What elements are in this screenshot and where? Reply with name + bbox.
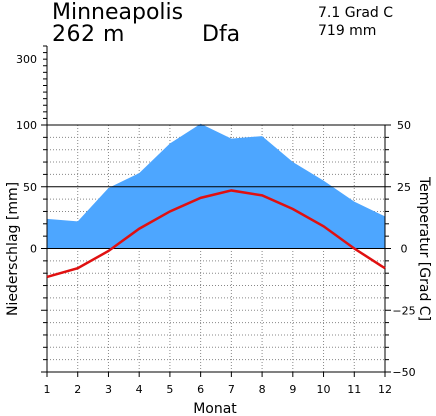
station-name: Minneapolis — [52, 0, 184, 25]
x-tick-label: 9 — [289, 383, 296, 396]
climate-classification: Dfa — [202, 22, 241, 47]
precipitation-area — [47, 123, 385, 249]
annual-precipitation: 719 mm — [318, 23, 377, 39]
x-tick-label: 2 — [74, 383, 81, 396]
right-tick-label: −50 — [392, 366, 415, 379]
left-tick-label: 50 — [23, 181, 37, 194]
left-tick-label: 0 — [30, 243, 37, 256]
x-tick-label: 7 — [228, 383, 235, 396]
right-axis-label: Temperatur [Grad C] — [416, 176, 432, 321]
x-tick-label: 4 — [136, 383, 143, 396]
right-tick-label: 25 — [397, 181, 411, 194]
annual-mean-temperature: 7.1 Grad C — [318, 5, 394, 21]
x-tick-label: 6 — [197, 383, 204, 396]
x-tick-label: 11 — [347, 383, 361, 396]
temperature-line — [46, 189, 386, 279]
right-tick-label: 0 — [401, 243, 408, 256]
axes — [41, 45, 391, 377]
x-tick-label: 3 — [105, 383, 112, 396]
left-axis-label: Niederschlag [mm] — [5, 182, 21, 316]
station-elevation: 262 m — [52, 22, 125, 47]
left-tick-label: 100 — [16, 119, 37, 132]
x-axis-label: Monat — [193, 401, 237, 416]
x-tick-label: 8 — [259, 383, 266, 396]
x-tick-label: 5 — [166, 383, 173, 396]
x-tick-label: 10 — [317, 383, 331, 396]
x-tick-label: 12 — [378, 383, 392, 396]
left-tick-label: 300 — [16, 53, 37, 66]
right-tick-label: 50 — [397, 119, 411, 132]
x-tick-label: 1 — [44, 383, 51, 396]
right-tick-label: −25 — [392, 304, 415, 317]
